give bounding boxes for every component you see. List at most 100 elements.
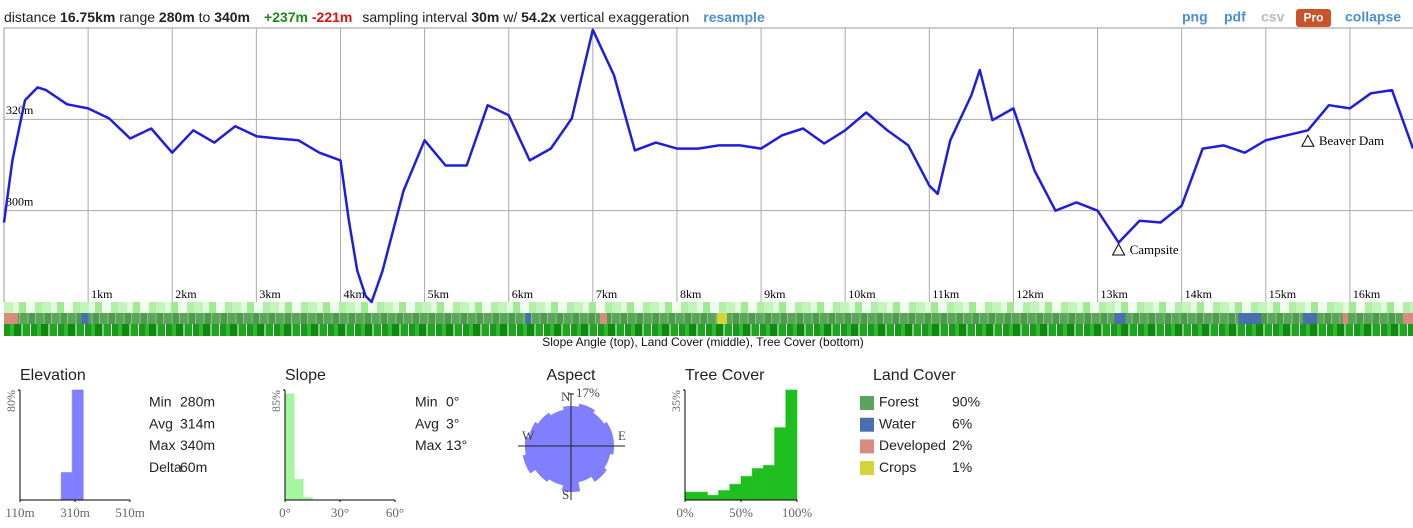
stat-value: 13° — [446, 437, 467, 453]
x-tick-label: 1km — [91, 287, 113, 301]
pro-badge[interactable] — [1296, 9, 1331, 27]
y-tick-label: 300m — [6, 194, 34, 208]
legend-label: Crops — [879, 459, 916, 475]
summary-text: range — [119, 9, 155, 25]
histogram-bar — [785, 389, 798, 501]
histogram-bar — [729, 483, 742, 501]
histogram-bar — [284, 393, 295, 501]
summary-value: 16.75km — [60, 9, 115, 25]
histogram-bar — [293, 478, 304, 501]
x-tick-label: 12km — [1016, 287, 1044, 301]
stat-label: Min — [415, 394, 438, 410]
csv-link[interactable]: csv — [1261, 9, 1285, 25]
legend-share: 90% — [952, 394, 980, 410]
x-tick-label: 10km — [848, 287, 876, 301]
x-tick-label: 510m — [115, 505, 145, 520]
panel-title: Aspect — [547, 367, 596, 384]
legend-label: Water — [879, 415, 916, 431]
summary-text: distance — [4, 9, 56, 25]
legend-swatch — [860, 439, 874, 454]
x-tick-label: 4km — [343, 287, 365, 301]
legend-share: 2% — [952, 437, 972, 453]
stat-label: Min — [149, 394, 172, 410]
loss: -221m — [312, 9, 352, 25]
x-tick-label: 14km — [1185, 287, 1213, 301]
pdf-link[interactable]: pdf — [1224, 9, 1246, 25]
annotation-marker — [1301, 134, 1315, 147]
x-tick-label: 9km — [764, 287, 786, 301]
compass-label: N — [561, 389, 571, 404]
histogram-bar — [71, 389, 84, 501]
y-tick-label: 35% — [669, 390, 683, 412]
histogram-bar — [774, 427, 787, 501]
summary-value: 340m — [214, 9, 250, 25]
land-cover-strip — [4, 313, 1413, 324]
annotation-label: Campsite — [1130, 242, 1179, 257]
y-tick-label: 320m — [6, 103, 34, 117]
histogram-bar — [751, 468, 764, 501]
tree-cover-strip — [4, 324, 1413, 336]
summary-value: 280m — [159, 9, 195, 25]
x-tick-label: 0% — [676, 505, 694, 520]
compass-label: E — [618, 428, 626, 443]
annotation-marker — [1111, 242, 1126, 256]
stat-value: 3° — [446, 415, 459, 431]
histogram-bar — [684, 491, 697, 501]
aspect-sector — [528, 421, 572, 447]
stat-value: 280m — [180, 394, 215, 410]
x-tick-label: 3km — [259, 287, 281, 301]
aspect-sector — [522, 445, 572, 474]
x-tick-label: 310m — [60, 505, 90, 520]
stat-label: Avg — [415, 415, 439, 431]
png-link[interactable]: png — [1182, 9, 1208, 25]
stat-label: Max — [149, 437, 175, 453]
stat-value: 60m — [180, 459, 207, 475]
histogram-bar — [60, 472, 73, 501]
stat-label: Max — [415, 437, 441, 453]
compass-label: W — [522, 428, 535, 443]
slope-strip — [4, 302, 1413, 313]
resample-link[interactable]: resample — [703, 9, 765, 25]
x-tick-label: 110m — [5, 505, 34, 520]
panel-title: Tree Cover — [685, 367, 765, 384]
collapse-link[interactable]: collapse — [1345, 9, 1401, 25]
x-tick-label: 100% — [782, 505, 813, 520]
x-tick-label: 13km — [1101, 287, 1129, 301]
stat-value: 0° — [446, 394, 459, 410]
x-tick-label: 16km — [1353, 287, 1381, 301]
strip-caption: Slope Angle (top), Land Cover (middle), … — [542, 335, 863, 349]
summary-text: vertical exaggeration — [560, 9, 689, 25]
x-tick-label: 6km — [512, 287, 534, 301]
x-tick-label: 60° — [386, 505, 404, 520]
elevation-line — [2, 28, 1413, 304]
r-tick-label: 17% — [576, 385, 600, 400]
aspect-sector — [537, 412, 572, 447]
legend-share: 6% — [952, 415, 972, 431]
summary-text: sampling interval — [362, 9, 467, 25]
legend-swatch — [860, 417, 874, 432]
summary-text: w/ — [502, 9, 517, 25]
histogram-bar — [695, 491, 708, 501]
x-tick-label: 2km — [175, 287, 197, 301]
stat-value: 314m — [180, 415, 215, 431]
histogram-bar — [706, 494, 720, 501]
stat-label: Delta — [149, 459, 182, 475]
x-tick-label: 0° — [279, 505, 291, 520]
x-tick-label: 11km — [932, 287, 960, 301]
aspect-sector — [570, 445, 607, 482]
panel-title: Slope — [285, 367, 326, 384]
x-tick-label: 5km — [428, 287, 450, 301]
x-tick-label: 7km — [596, 287, 618, 301]
summary-value: 30m — [471, 9, 499, 25]
summary-value: 54.2x — [521, 9, 556, 25]
x-tick-label: 30° — [331, 505, 349, 520]
y-tick-label: 85% — [269, 390, 283, 412]
y-tick-label: 80% — [4, 390, 18, 412]
x-tick-label: 15km — [1269, 287, 1297, 301]
pro-label[interactable]: Pro — [1303, 11, 1323, 25]
legend-label: Developed — [879, 437, 946, 453]
aspect-sector — [550, 409, 572, 447]
histogram-bar — [718, 490, 731, 501]
